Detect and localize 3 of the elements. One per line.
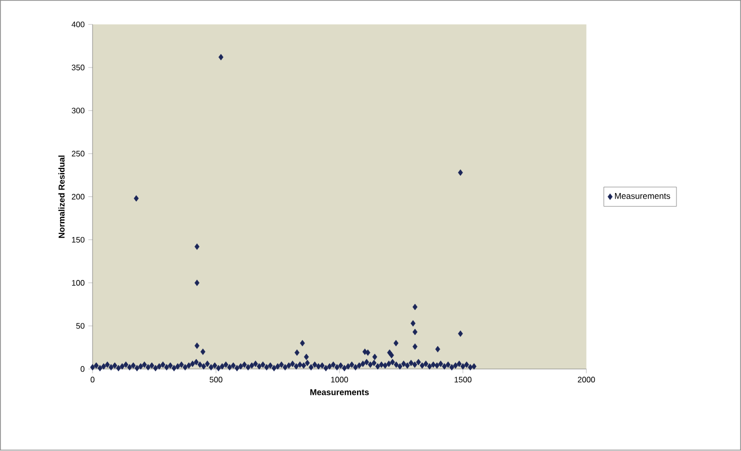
x-axis-title: Measurements xyxy=(310,390,369,396)
legend-label: Measurements xyxy=(615,193,670,200)
y-axis-title: Normalized Residual xyxy=(58,156,65,238)
